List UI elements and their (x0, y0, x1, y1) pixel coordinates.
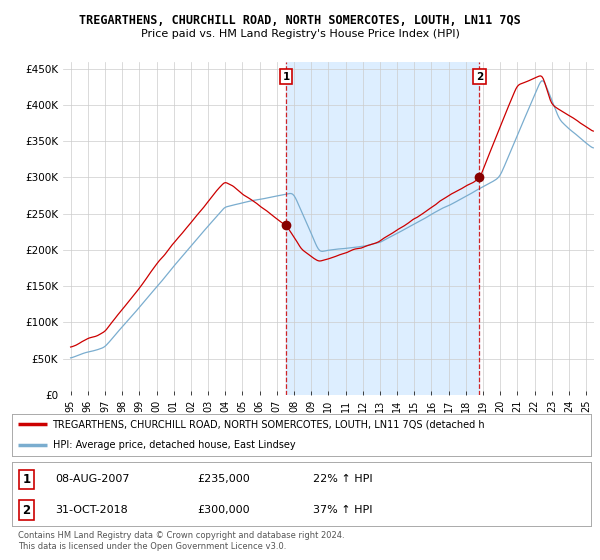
Text: This data is licensed under the Open Government Licence v3.0.: This data is licensed under the Open Gov… (18, 542, 286, 551)
Text: 08-AUG-2007: 08-AUG-2007 (55, 474, 130, 484)
Text: Contains HM Land Registry data © Crown copyright and database right 2024.: Contains HM Land Registry data © Crown c… (18, 531, 344, 540)
Text: 31-OCT-2018: 31-OCT-2018 (55, 505, 128, 515)
Text: 1: 1 (283, 72, 290, 82)
Text: Price paid vs. HM Land Registry's House Price Index (HPI): Price paid vs. HM Land Registry's House … (140, 29, 460, 39)
Text: 1: 1 (22, 473, 31, 486)
Text: TREGARTHENS, CHURCHILL ROAD, NORTH SOMERCOTES, LOUTH, LN11 7QS: TREGARTHENS, CHURCHILL ROAD, NORTH SOMER… (79, 14, 521, 27)
Text: £300,000: £300,000 (197, 505, 250, 515)
Text: HPI: Average price, detached house, East Lindsey: HPI: Average price, detached house, East… (53, 440, 295, 450)
Text: 2: 2 (476, 72, 483, 82)
Text: 2: 2 (22, 504, 31, 517)
Bar (286, 62, 479, 395)
Text: 22% ↑ HPI: 22% ↑ HPI (313, 474, 373, 484)
Text: 37% ↑ HPI: 37% ↑ HPI (313, 505, 373, 515)
Text: TREGARTHENS, CHURCHILL ROAD, NORTH SOMERCOTES, LOUTH, LN11 7QS (detached h: TREGARTHENS, CHURCHILL ROAD, NORTH SOMER… (53, 419, 485, 429)
Text: £235,000: £235,000 (197, 474, 250, 484)
